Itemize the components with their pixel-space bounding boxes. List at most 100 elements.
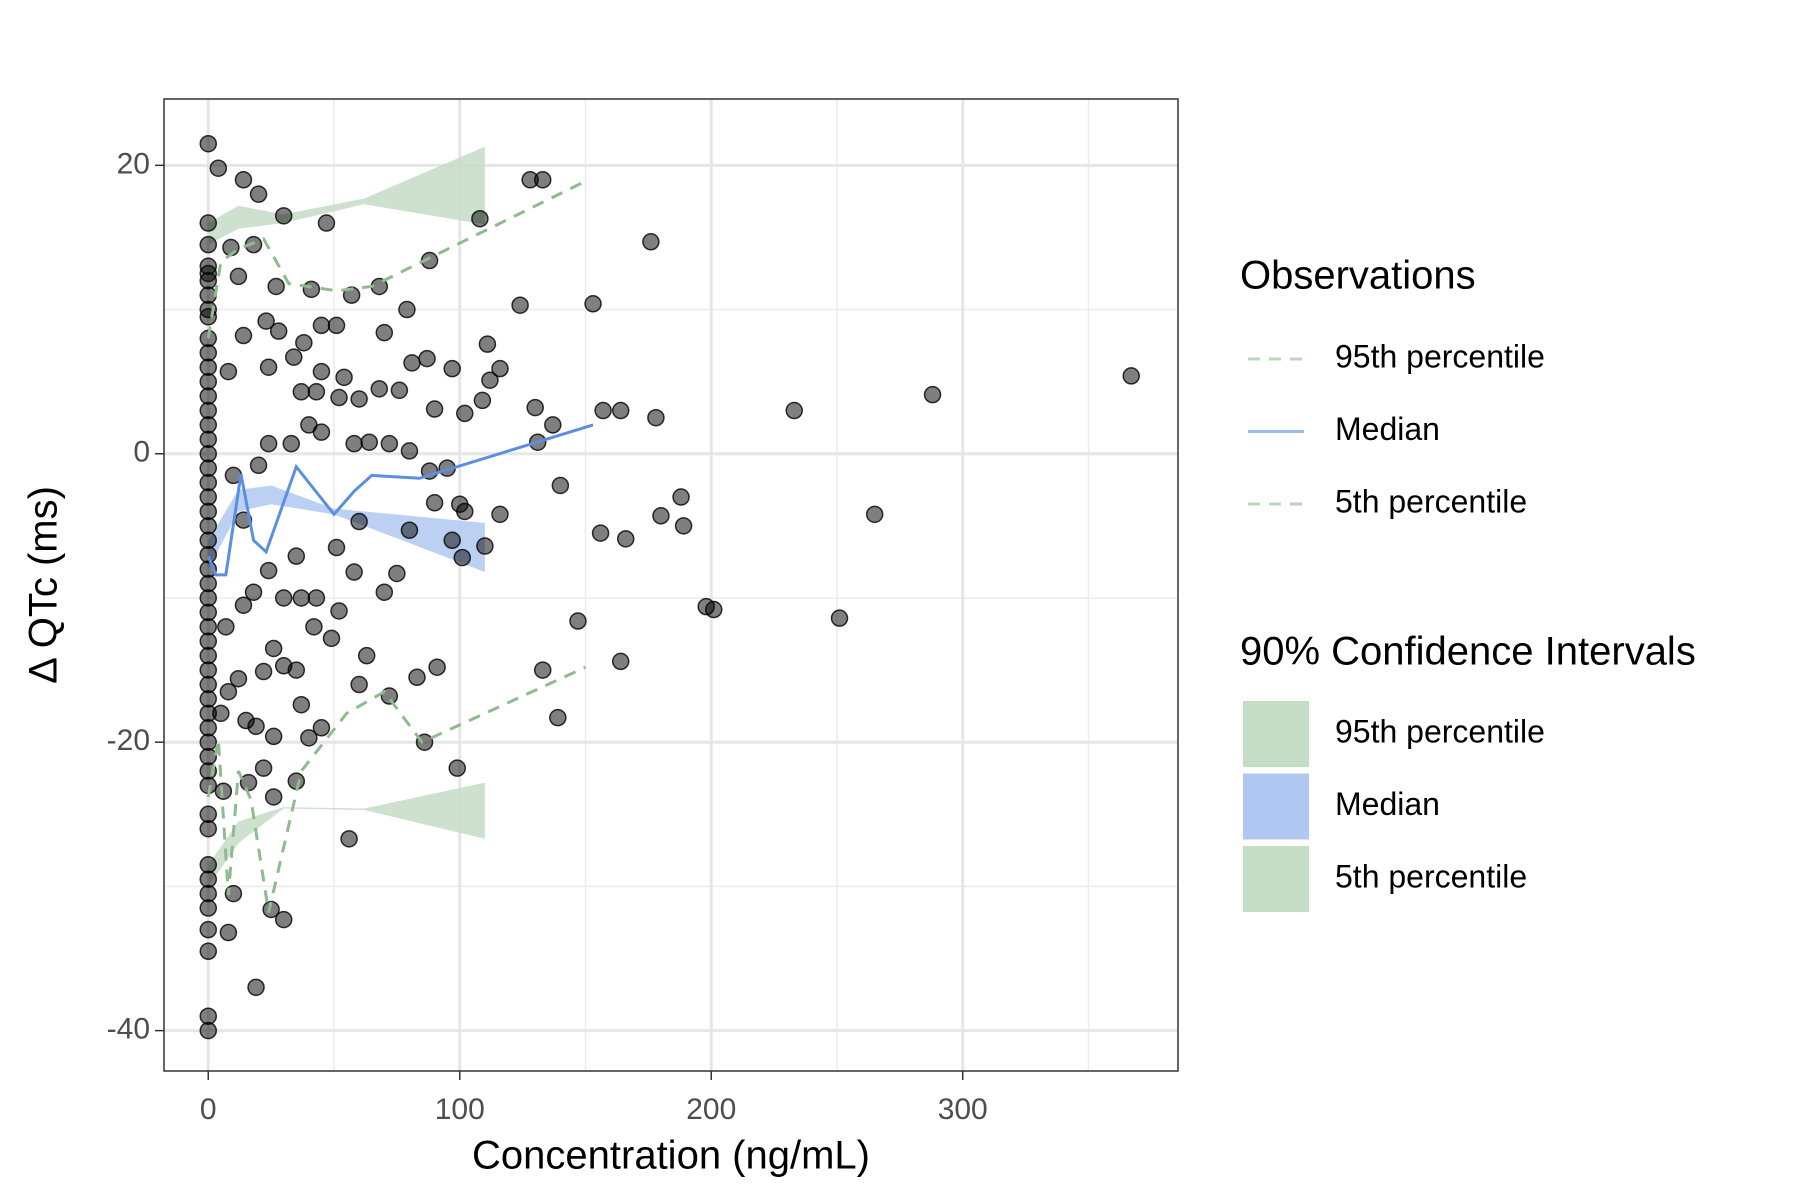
observation-point <box>317 214 336 232</box>
observation-point <box>443 359 461 378</box>
observation-point <box>375 583 394 601</box>
observation-point <box>476 537 494 555</box>
observation-point <box>199 899 218 917</box>
observation-point <box>199 459 218 477</box>
observation-point <box>335 368 353 387</box>
observation-point <box>264 639 283 658</box>
observation-point <box>259 434 278 453</box>
observation-point <box>259 561 278 580</box>
ci-ribbon <box>208 485 485 573</box>
observation-point <box>652 507 670 525</box>
observation-point <box>199 747 218 766</box>
legend-key <box>1243 846 1309 912</box>
observation-point <box>199 805 218 824</box>
observation-point <box>302 280 321 299</box>
observation-point <box>330 602 348 620</box>
observation-point <box>526 398 544 417</box>
observation-point <box>425 494 444 512</box>
y-tick-label: -20 <box>107 724 150 757</box>
observation-point <box>345 563 363 581</box>
observation-point <box>923 385 942 404</box>
observation-point <box>244 583 263 601</box>
observation-point <box>199 430 218 449</box>
observation-point <box>357 646 376 665</box>
observation-point <box>533 171 552 189</box>
legend-label: Median <box>1335 786 1440 822</box>
observation-point <box>199 661 218 679</box>
observation-point <box>219 682 238 701</box>
observation-point <box>340 830 358 848</box>
observation-point <box>481 371 499 389</box>
observation-point <box>390 381 409 400</box>
observation-point <box>312 316 331 335</box>
observation-point <box>584 295 602 313</box>
observation-point <box>616 530 635 548</box>
observation-point <box>229 669 248 688</box>
observation-point <box>254 662 273 681</box>
observation-point <box>199 589 218 607</box>
observation-point <box>642 233 660 251</box>
observation-point <box>259 358 278 376</box>
observation-point <box>1122 367 1140 385</box>
observation-point <box>274 207 293 225</box>
legend-label: 95th percentile <box>1335 338 1545 374</box>
observation-point <box>672 488 690 506</box>
observation-point <box>199 646 218 665</box>
observation-point <box>199 531 218 550</box>
percentile-line <box>206 423 594 577</box>
observation-point <box>350 512 368 531</box>
observation-point <box>264 727 283 746</box>
observation-point <box>199 856 218 874</box>
x-axis-title: Concentration (ng/mL) <box>472 1134 870 1178</box>
observation-point <box>274 910 293 929</box>
observation-point <box>199 884 218 903</box>
percentile-line <box>206 665 587 913</box>
observation-point <box>307 589 326 607</box>
observation-point <box>611 652 630 671</box>
observation-point <box>249 456 268 475</box>
observation-point <box>199 134 218 153</box>
observation-point <box>292 383 311 401</box>
observation-point <box>478 335 497 353</box>
observation-point <box>199 545 218 564</box>
observation-point <box>327 316 346 335</box>
observation-point <box>403 354 421 372</box>
observation-point <box>234 171 253 189</box>
observation-point <box>511 296 529 314</box>
observation-point <box>295 333 313 352</box>
observation-point <box>375 323 394 342</box>
observation-point <box>199 690 218 708</box>
x-tick-label: 200 <box>686 1093 736 1126</box>
observation-point <box>398 300 416 319</box>
observation-point <box>199 733 218 751</box>
observation-point <box>249 185 268 203</box>
observation-point <box>380 434 399 453</box>
observation-point <box>292 695 311 714</box>
observation-point <box>533 661 552 679</box>
observation-point <box>491 505 509 524</box>
observation-point <box>199 942 218 961</box>
observation-point <box>330 388 348 407</box>
observation-point <box>400 521 419 539</box>
observation-point <box>327 538 346 557</box>
observation-point <box>360 433 378 451</box>
observation-point <box>199 387 218 405</box>
observation-point <box>418 349 436 368</box>
observation-point <box>199 344 218 362</box>
observation-point <box>199 358 218 376</box>
observation-point <box>451 495 469 513</box>
observation-point <box>274 657 293 675</box>
observation-point <box>473 391 492 410</box>
observation-point <box>199 235 218 254</box>
observation-point <box>199 517 218 535</box>
observation-point <box>285 348 303 366</box>
plot-border <box>163 98 1179 1072</box>
observation-point <box>229 267 248 286</box>
legend-label: Median <box>1335 411 1440 447</box>
legend-key <box>1243 701 1309 767</box>
ci-ribbon <box>208 146 485 245</box>
observation-point <box>705 600 723 619</box>
observation-point <box>443 531 461 550</box>
observation-point <box>262 900 280 919</box>
x-tick-label: 100 <box>435 1093 485 1126</box>
